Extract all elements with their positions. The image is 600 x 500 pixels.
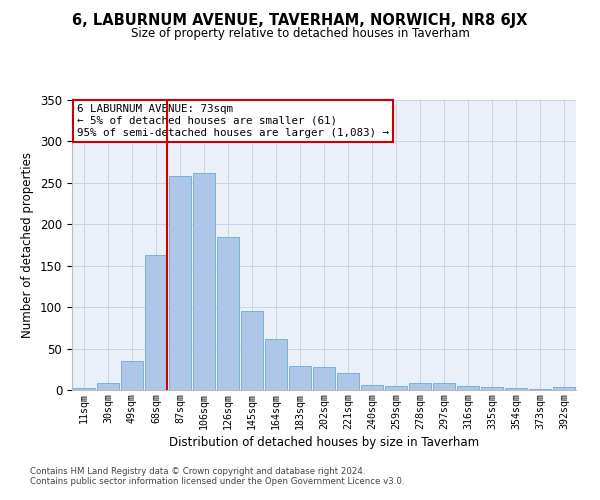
Bar [553, 386, 575, 390]
Bar [529, 389, 551, 390]
Bar [337, 374, 359, 390]
Bar [217, 236, 239, 390]
Bar [457, 386, 479, 390]
Bar [289, 366, 311, 390]
Bar [481, 386, 503, 390]
Y-axis label: Number of detached properties: Number of detached properties [22, 152, 34, 338]
Bar [409, 382, 431, 390]
Bar [313, 367, 335, 390]
Bar [193, 173, 215, 390]
Bar [145, 255, 167, 390]
Text: Contains HM Land Registry data © Crown copyright and database right 2024.: Contains HM Land Registry data © Crown c… [30, 467, 365, 476]
Text: 6, LABURNUM AVENUE, TAVERHAM, NORWICH, NR8 6JX: 6, LABURNUM AVENUE, TAVERHAM, NORWICH, N… [73, 12, 527, 28]
Text: 6 LABURNUM AVENUE: 73sqm
← 5% of detached houses are smaller (61)
95% of semi-de: 6 LABURNUM AVENUE: 73sqm ← 5% of detache… [77, 104, 389, 138]
Bar [241, 312, 263, 390]
Bar [433, 384, 455, 390]
Text: Contains public sector information licensed under the Open Government Licence v3: Contains public sector information licen… [30, 477, 404, 486]
Text: Size of property relative to detached houses in Taverham: Size of property relative to detached ho… [131, 28, 469, 40]
Bar [265, 340, 287, 390]
Bar [73, 388, 95, 390]
Bar [385, 386, 407, 390]
Bar [97, 384, 119, 390]
Bar [505, 388, 527, 390]
Bar [361, 385, 383, 390]
Bar [169, 176, 191, 390]
Text: Distribution of detached houses by size in Taverham: Distribution of detached houses by size … [169, 436, 479, 449]
Bar [121, 361, 143, 390]
